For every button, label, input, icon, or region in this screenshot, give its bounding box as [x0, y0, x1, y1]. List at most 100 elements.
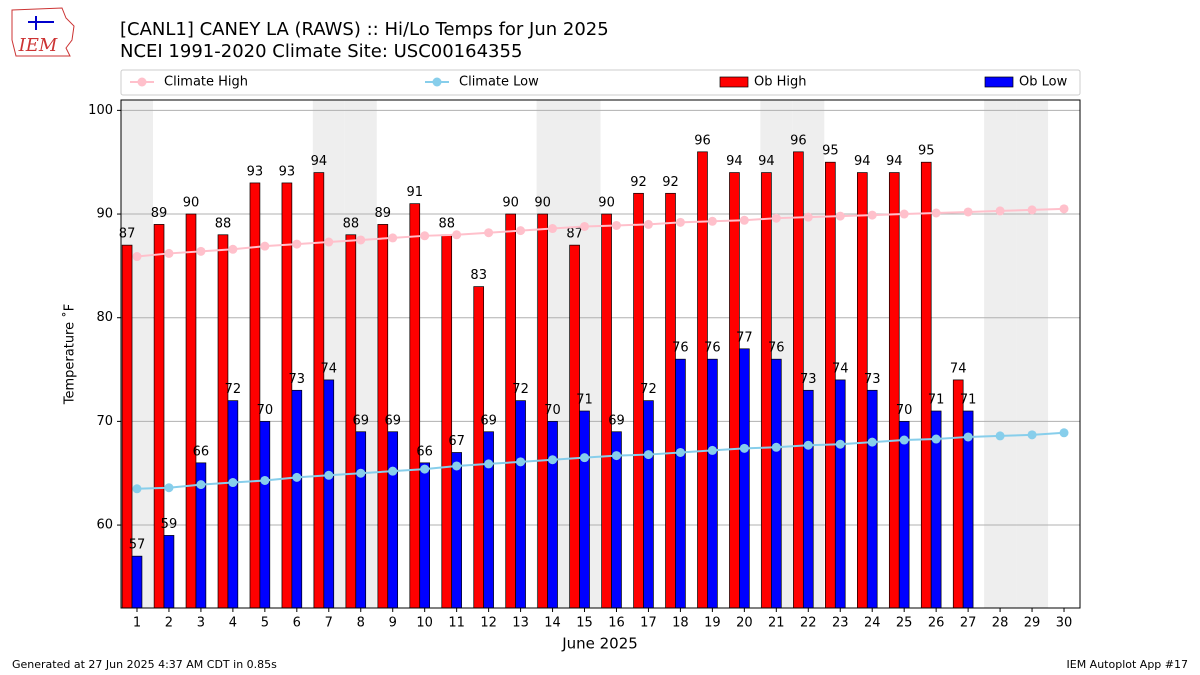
value-label: 71: [928, 393, 945, 408]
value-label: 90: [534, 196, 551, 211]
x-tick-label: 6: [293, 616, 301, 631]
x-tick-label: 25: [896, 616, 913, 631]
legend-label: Ob Low: [1019, 75, 1068, 90]
value-label: 95: [918, 144, 935, 159]
value-label: 71: [960, 393, 977, 408]
value-label: 71: [576, 393, 593, 408]
x-tick-label: 11: [448, 616, 465, 631]
line: [136, 207, 1065, 258]
value-label: 89: [151, 206, 168, 221]
x-tick-label: 7: [325, 616, 333, 631]
point: [580, 221, 590, 231]
point: [580, 453, 590, 463]
bar: [153, 224, 165, 609]
point: [228, 478, 238, 488]
value-label: 90: [502, 196, 519, 211]
value-label: 95: [822, 144, 839, 159]
x-tick-label: 17: [640, 616, 657, 631]
chart-title: [CANL1] CANEY LA (RAWS) :: Hi/Lo Temps f…: [120, 19, 609, 40]
x-tick-label: 24: [864, 616, 881, 631]
value-label: 94: [311, 154, 328, 169]
value-label: 94: [886, 154, 903, 169]
point: [324, 237, 334, 247]
bar: [131, 555, 143, 609]
value-label: 69: [384, 413, 401, 428]
value-label: 94: [854, 154, 871, 169]
value-label: 73: [800, 372, 817, 387]
legend-swatch: [719, 76, 749, 88]
value-label: 69: [608, 413, 625, 428]
legend-label: Climate High: [164, 75, 248, 90]
value-label: 57: [129, 538, 146, 553]
bar: [163, 535, 175, 609]
point: [260, 475, 270, 485]
point: [643, 450, 653, 460]
point: [420, 464, 430, 474]
point: [611, 451, 621, 461]
bar: [729, 172, 740, 609]
x-axis-label: June 2025: [561, 635, 638, 653]
legend-box: [120, 69, 1081, 96]
point: [963, 207, 973, 217]
legend-swatch: [984, 76, 1014, 88]
point: [707, 216, 717, 226]
value-label: 93: [279, 164, 296, 179]
value-label: 72: [512, 382, 529, 397]
bar: [834, 379, 846, 609]
x-tick-label: 26: [928, 616, 945, 631]
point: [803, 212, 813, 222]
point: [899, 435, 909, 445]
point: [739, 443, 749, 453]
point: [132, 484, 142, 494]
value-label: 88: [438, 216, 455, 231]
point: [931, 208, 941, 218]
x-tick-label: 16: [608, 616, 625, 631]
value-label: 66: [193, 444, 210, 459]
value-label: 74: [321, 361, 338, 376]
point: [388, 233, 398, 243]
point: [548, 455, 558, 465]
x-tick-label: 29: [1024, 616, 1041, 631]
bar: [569, 244, 580, 609]
point: [771, 213, 781, 223]
x-tick-label: 15: [576, 616, 593, 631]
bar: [409, 203, 421, 609]
bar: [771, 358, 782, 609]
value-label: 87: [566, 227, 583, 242]
bar: [920, 161, 932, 609]
bar: [579, 410, 590, 609]
value-label: 83: [470, 268, 487, 283]
value-label: 91: [407, 185, 424, 200]
y-tick-label: 70: [96, 414, 113, 429]
bar: [483, 431, 494, 609]
x-tick-label: 1: [133, 616, 141, 631]
x-tick-label: 4: [229, 616, 237, 631]
point: [548, 224, 558, 234]
bar: [185, 213, 197, 609]
point: [899, 209, 909, 219]
value-label: 70: [896, 403, 913, 418]
point: [196, 480, 206, 490]
x-tick-label: 23: [832, 616, 849, 631]
legend-marker: [432, 77, 442, 87]
x-tick-label: 14: [544, 616, 561, 631]
point: [1027, 205, 1037, 215]
value-label: 92: [662, 175, 679, 190]
point: [611, 220, 621, 230]
value-label: 73: [864, 372, 881, 387]
point: [675, 217, 685, 227]
bar: [898, 421, 910, 609]
point: [356, 468, 366, 478]
value-label: 87: [119, 227, 136, 242]
x-tick-label: 3: [197, 616, 205, 631]
point: [1059, 204, 1069, 214]
value-label: 72: [640, 382, 657, 397]
value-label: 76: [672, 341, 689, 356]
footer-left: Generated at 27 Jun 2025 4:37 AM CDT in …: [12, 658, 277, 671]
point: [1027, 430, 1037, 440]
point: [516, 226, 526, 236]
x-tick-label: 2: [165, 616, 173, 631]
bar: [473, 286, 485, 609]
bar: [505, 213, 516, 609]
bar: [515, 400, 526, 609]
